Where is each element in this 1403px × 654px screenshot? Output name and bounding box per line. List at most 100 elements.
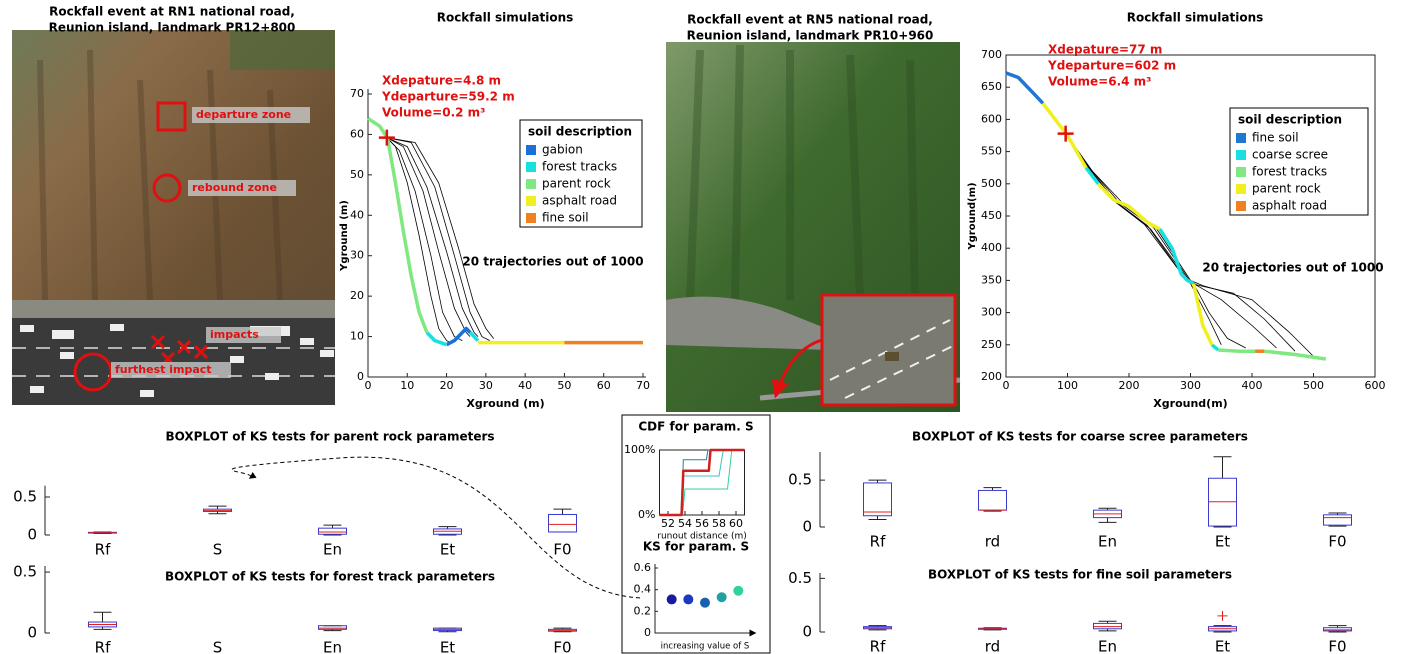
x-tick-label: Rf bbox=[95, 541, 111, 559]
y-tick-label: 0 bbox=[27, 526, 37, 544]
x-tick-label: 40 bbox=[518, 379, 532, 392]
legend-swatch bbox=[526, 213, 536, 223]
x-tick-label: 54 bbox=[678, 517, 692, 530]
x-tick-label: 20 bbox=[440, 379, 454, 392]
legend-label: parent rock bbox=[542, 177, 611, 191]
x-tick-label: 0 bbox=[1003, 379, 1010, 392]
whisker-high bbox=[93, 611, 112, 623]
x-tick-label: S bbox=[213, 639, 223, 654]
y-tick-label: 0.5 bbox=[788, 569, 812, 587]
y-tick-label: 0 bbox=[644, 626, 651, 639]
x-tick-label: Et bbox=[440, 541, 455, 559]
legend-label: forest tracks bbox=[542, 160, 617, 174]
y-tick-label: 450 bbox=[981, 209, 1002, 222]
plot-frame bbox=[1005, 54, 1376, 378]
series-line bbox=[659, 449, 745, 516]
x-tick-label: rd bbox=[985, 533, 1000, 551]
legend-label: asphalt road bbox=[1252, 199, 1327, 213]
y-tick-label: 100% bbox=[624, 443, 655, 456]
y-tick-label: 30 bbox=[350, 249, 364, 262]
legend-swatch bbox=[526, 145, 536, 155]
y-tick-label: 550 bbox=[981, 145, 1002, 158]
x-tick-label: Et bbox=[1215, 533, 1230, 551]
link-arrow bbox=[231, 456, 641, 599]
y-tick-label: 200 bbox=[981, 370, 1002, 383]
x-tick-label: 58 bbox=[712, 517, 726, 530]
legend-label: parent rock bbox=[1252, 182, 1321, 196]
photo-rn5 bbox=[666, 42, 961, 412]
x-tick-label: En bbox=[1098, 533, 1117, 551]
y-tick-label: 0.2 bbox=[634, 604, 652, 617]
x-tick-label: En bbox=[323, 541, 342, 559]
x-tick-label: F0 bbox=[1328, 533, 1346, 551]
series-line bbox=[1218, 348, 1327, 361]
x-tick-label: 200 bbox=[1119, 379, 1140, 392]
legend-title: soil description bbox=[1238, 113, 1342, 127]
photo-title: Rockfall event at RN5 national road, bbox=[687, 13, 933, 27]
box bbox=[318, 625, 347, 630]
inset-frame bbox=[621, 414, 771, 654]
y-tick-label: 20 bbox=[350, 289, 364, 302]
series-line bbox=[1005, 71, 1045, 105]
legend-swatch bbox=[526, 162, 536, 172]
series-line bbox=[659, 448, 745, 517]
point bbox=[666, 594, 677, 605]
y-tick-label: 0 bbox=[357, 370, 364, 383]
legend-box bbox=[1229, 107, 1369, 216]
point bbox=[733, 585, 744, 596]
x-tick-label: 60 bbox=[729, 517, 743, 530]
trajectory bbox=[386, 137, 463, 341]
photo-title: Reunion island, landmark PR10+960 bbox=[687, 29, 934, 43]
legend-swatch bbox=[526, 196, 536, 206]
annotation: Ydeparture=602 m bbox=[1047, 59, 1176, 73]
y-tick-label: 0.5 bbox=[13, 563, 37, 581]
photo-title: Rockfall event at RN1 national road, bbox=[49, 5, 295, 19]
x-tick-label: Rf bbox=[870, 533, 886, 551]
photo-label: impacts bbox=[210, 328, 259, 341]
annotation: Volume=6.4 m³ bbox=[1048, 75, 1151, 89]
x-tick-label: 100 bbox=[1057, 379, 1078, 392]
box bbox=[318, 527, 347, 535]
box bbox=[978, 489, 1007, 511]
series-line bbox=[367, 116, 429, 334]
x-tick-label: 60 bbox=[597, 379, 611, 392]
point bbox=[700, 597, 710, 608]
x-tick-label: S bbox=[213, 541, 223, 559]
y-axis-label: Yground(m) bbox=[967, 182, 978, 250]
x-tick-label: 52 bbox=[661, 517, 675, 530]
outlier bbox=[1217, 610, 1228, 621]
y-tick-label: 10 bbox=[350, 330, 364, 343]
annotation: Ydeparture=59.2 m bbox=[381, 90, 515, 104]
chart-title: BOXPLOT of KS tests for forest track par… bbox=[165, 570, 495, 584]
y-tick-label: 0 bbox=[802, 518, 812, 536]
trajectory bbox=[1065, 133, 1246, 349]
x-tick-label: F0 bbox=[553, 639, 571, 654]
x-tick-label: En bbox=[1098, 638, 1117, 654]
whisker-high bbox=[553, 508, 572, 515]
x-tick-label: 50 bbox=[557, 379, 571, 392]
whisker-high bbox=[1213, 456, 1232, 479]
x-tick-label: 56 bbox=[695, 517, 709, 530]
photo-title: Reunion island, landmark PR12+800 bbox=[49, 21, 296, 35]
y-tick-label: 0% bbox=[638, 508, 655, 521]
y-tick-label: 0 bbox=[27, 624, 37, 642]
series-line bbox=[425, 331, 480, 347]
point bbox=[716, 592, 727, 603]
box bbox=[1323, 627, 1352, 632]
chart-title: CDF for param. S bbox=[638, 420, 753, 434]
x-tick-label: F0 bbox=[553, 541, 571, 559]
legend-swatch bbox=[1236, 133, 1246, 143]
chart-title: BOXPLOT of KS tests for parent rock para… bbox=[165, 430, 494, 444]
annotation: Xdepature=77 m bbox=[1048, 43, 1162, 57]
legend-label: fine soil bbox=[1252, 131, 1299, 145]
trajectory bbox=[386, 137, 451, 343]
series-line bbox=[445, 326, 472, 347]
series-line bbox=[1041, 102, 1214, 346]
y-tick-label: 60 bbox=[350, 127, 364, 140]
y-axis-label: Yground (m) bbox=[339, 200, 350, 272]
y-tick-label: 70 bbox=[350, 87, 364, 100]
y-tick-label: 0.5 bbox=[13, 488, 37, 506]
legend-swatch bbox=[1236, 150, 1246, 160]
chart-title: Rockfall simulations bbox=[437, 11, 574, 25]
